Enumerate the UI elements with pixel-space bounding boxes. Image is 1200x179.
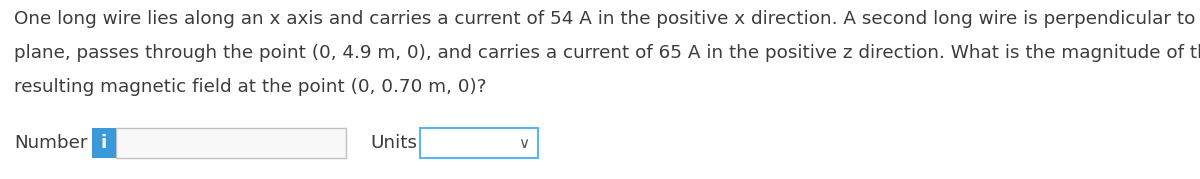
FancyBboxPatch shape: [420, 128, 538, 158]
Text: Units: Units: [370, 134, 418, 152]
FancyBboxPatch shape: [92, 128, 116, 158]
Text: Number: Number: [14, 134, 88, 152]
Text: plane, passes through the point (0, 4.9 m, 0), and carries a current of 65 A in : plane, passes through the point (0, 4.9 …: [14, 44, 1200, 62]
FancyBboxPatch shape: [116, 128, 346, 158]
Text: i: i: [101, 134, 107, 152]
Text: resulting magnetic field at the point (0, 0.70 m, 0)?: resulting magnetic field at the point (0…: [14, 78, 486, 96]
Text: One long wire lies along an x axis and carries a current of 54 A in the positive: One long wire lies along an x axis and c…: [14, 10, 1200, 28]
Text: ∨: ∨: [518, 136, 529, 151]
